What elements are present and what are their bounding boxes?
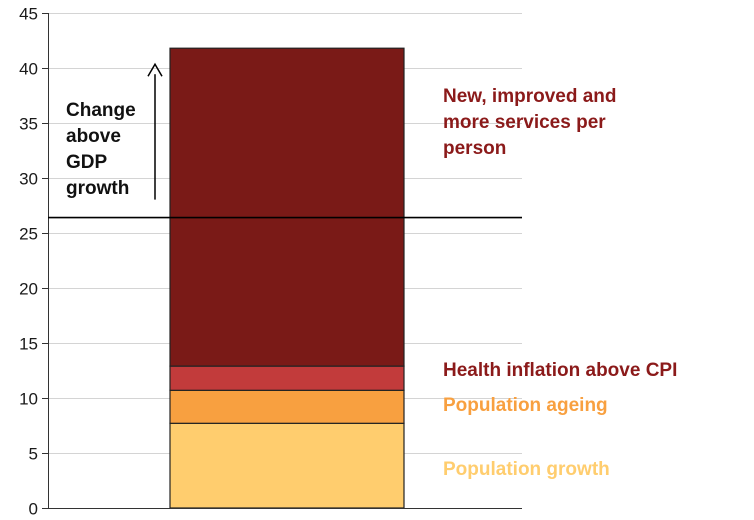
- change-above-gdp-annotation: Change above GDP growth: [66, 62, 163, 200]
- series-label: Population growth: [443, 459, 610, 480]
- bar-segment: [169, 422, 405, 509]
- y-axis: 0 5 10 15 20 25 30 35 40 45: [19, 5, 522, 519]
- bar-segments: [169, 47, 405, 509]
- series-label: more services per: [443, 112, 606, 133]
- y-tick-label: 0: [29, 500, 38, 519]
- y-tick-label: 45: [19, 5, 38, 24]
- y-tick-label: 35: [19, 115, 38, 134]
- y-tick-label: 30: [19, 170, 38, 189]
- annotation-line: growth: [66, 178, 129, 199]
- bar-segment: [169, 47, 405, 367]
- y-tick-label: 10: [19, 390, 38, 409]
- bar-segment: [169, 389, 405, 424]
- y-tick-label: 25: [19, 225, 38, 244]
- y-tick-label: 15: [19, 335, 38, 354]
- annotation-line: Change: [66, 100, 136, 121]
- annotation-line: above: [66, 126, 121, 147]
- annotation-line: GDP: [66, 152, 108, 173]
- y-tick-label: 40: [19, 60, 38, 79]
- series-label: Population ageing: [443, 395, 608, 416]
- y-tick-label: 20: [19, 280, 38, 299]
- bar-segment: [169, 365, 405, 391]
- series-label: person: [443, 138, 506, 159]
- series-label: Health inflation above CPI: [443, 360, 677, 381]
- y-tick-label: 5: [29, 445, 38, 464]
- segment-labels: Population growth Population ageing Health…: [443, 86, 677, 480]
- series-label: New, improved and: [443, 86, 617, 107]
- arrow-head: [147, 62, 163, 77]
